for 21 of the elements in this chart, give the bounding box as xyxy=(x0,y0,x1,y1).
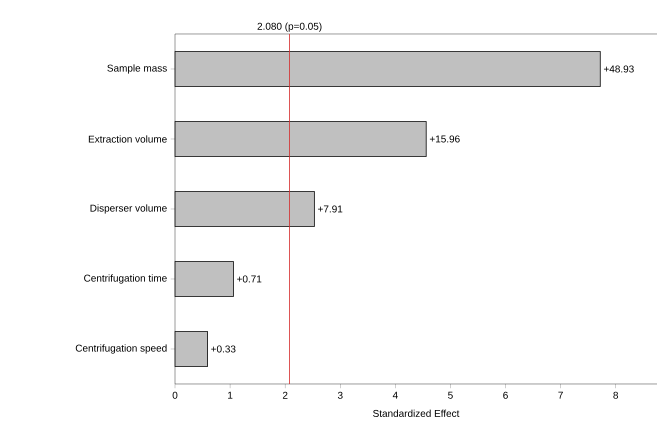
annotation: +15.96 xyxy=(430,135,460,143)
x-tick-label: 3 xyxy=(338,392,343,399)
x-tick-label: 8 xyxy=(613,392,618,399)
x-tick-label: 5 xyxy=(448,392,453,399)
y-tick-label: Extraction volume xyxy=(88,135,167,143)
y-tick-label: Centrifugation speed xyxy=(76,344,167,354)
annotation: +7.91 xyxy=(318,205,342,213)
ref-line-label: 2.080 (p=0.05) xyxy=(258,22,322,32)
x-tick-label: 1 xyxy=(228,392,232,399)
x-tick-label: 4 xyxy=(392,392,398,399)
x-tick-label: 6 xyxy=(503,392,508,399)
y-tick-label: Centrifugation time xyxy=(84,274,167,284)
annotation: +0.71 xyxy=(237,275,262,283)
x-tick-label: 7 xyxy=(558,392,563,399)
x-tick-label: 2 xyxy=(282,392,288,399)
y-tick-label: Sample mass xyxy=(107,64,167,74)
x-tick-label: 0 xyxy=(172,392,178,399)
y-tick-label: Disperser volume xyxy=(90,204,167,214)
annotation: +48.93 xyxy=(604,65,634,73)
annotation: +0.33 xyxy=(211,345,236,353)
x-axis-title: Standardized Effect xyxy=(373,410,460,417)
